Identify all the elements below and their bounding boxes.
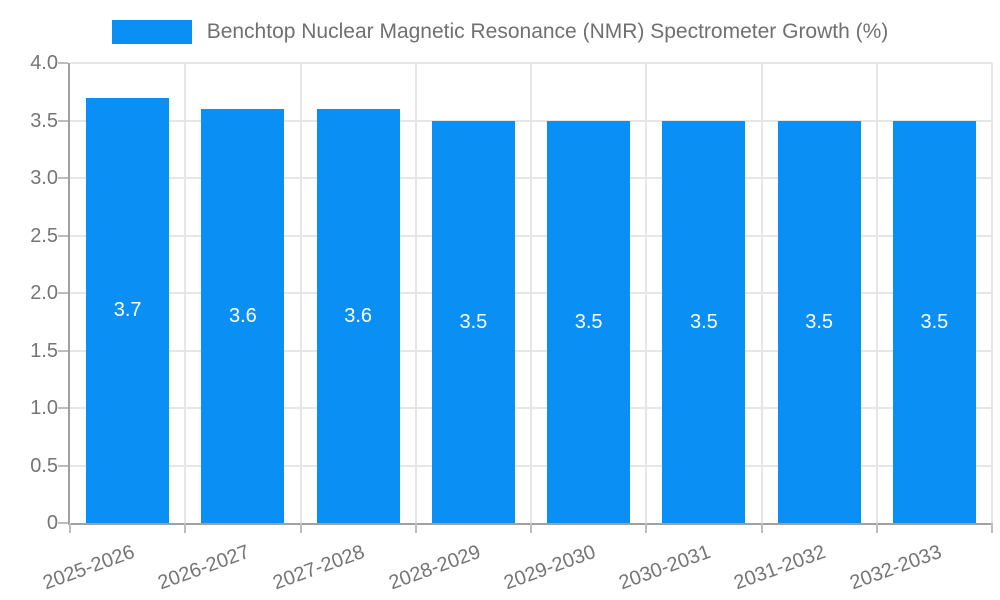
gridline-v bbox=[184, 63, 187, 523]
x-tick bbox=[645, 523, 648, 533]
x-tick bbox=[991, 523, 993, 533]
legend-label: Benchtop Nuclear Magnetic Resonance (NMR… bbox=[206, 20, 889, 43]
bar-value-label: 3.5 bbox=[689, 310, 718, 333]
y-tick-label: 0 bbox=[46, 512, 58, 534]
y-tick-label: 3.0 bbox=[30, 167, 58, 189]
bar[interactable] bbox=[86, 97, 170, 523]
bar[interactable] bbox=[431, 120, 515, 523]
y-tick-label: 1.5 bbox=[30, 339, 58, 362]
bar[interactable] bbox=[547, 120, 631, 523]
x-tick bbox=[299, 523, 302, 533]
bar[interactable] bbox=[662, 120, 746, 523]
x-tick bbox=[414, 523, 417, 533]
bar[interactable] bbox=[201, 109, 285, 523]
y-tick-label: 0.5 bbox=[30, 454, 58, 477]
x-tick-label: 2028-2029 bbox=[385, 540, 484, 595]
y-tick-label: 2.0 bbox=[30, 282, 58, 304]
gridline-v bbox=[760, 63, 763, 523]
gridline-v bbox=[530, 63, 532, 523]
x-tick-label: 2027-2028 bbox=[270, 540, 368, 595]
bar-value-label: 3.5 bbox=[805, 310, 834, 333]
gridline-v bbox=[875, 63, 878, 523]
y-axis-line bbox=[68, 63, 70, 523]
x-tick-label: 2025-2026 bbox=[40, 540, 138, 595]
plot-area: 3.7 3.6 3.6 3.5 3.5 3.5 3.5 3.5 bbox=[58, 62, 993, 533]
y-tick bbox=[58, 62, 68, 64]
bar-value-label: 3.6 bbox=[344, 305, 373, 327]
y-tick bbox=[58, 407, 68, 409]
y-tick bbox=[58, 464, 68, 467]
x-tick bbox=[760, 523, 763, 533]
y-tick bbox=[58, 349, 68, 352]
x-tick-label: 2026-2027 bbox=[155, 540, 253, 595]
legend-swatch bbox=[111, 20, 192, 44]
x-tick-label: 2030-2031 bbox=[616, 540, 714, 595]
y-tick-label: 3.5 bbox=[30, 109, 58, 132]
y-tick bbox=[58, 177, 68, 179]
y-tick-label: 2.5 bbox=[30, 224, 58, 247]
bar-value-label: 3.5 bbox=[459, 310, 488, 333]
x-tick-label: 2032-2033 bbox=[846, 540, 945, 595]
x-tick-label: 2029-2030 bbox=[501, 540, 599, 595]
bar-value-label: 3.5 bbox=[920, 310, 949, 333]
legend: Benchtop Nuclear Magnetic Resonance (NMR… bbox=[0, 14, 1000, 50]
y-tick bbox=[58, 522, 68, 524]
bar[interactable] bbox=[892, 120, 976, 523]
y-tick bbox=[58, 292, 68, 294]
bar[interactable] bbox=[316, 109, 400, 523]
bar-value-label: 3.7 bbox=[113, 299, 142, 322]
gridline-v bbox=[299, 63, 302, 523]
x-tick bbox=[875, 523, 878, 533]
bar[interactable] bbox=[777, 120, 861, 523]
x-tick bbox=[69, 523, 71, 533]
y-tick-label: 1.0 bbox=[30, 397, 58, 419]
gridline-v bbox=[991, 63, 993, 523]
gridline-v bbox=[414, 63, 417, 523]
y-tick bbox=[58, 234, 68, 237]
bar-value-label: 3.6 bbox=[228, 305, 257, 327]
x-tick bbox=[184, 523, 187, 533]
y-tick bbox=[58, 119, 68, 122]
gridline-v bbox=[645, 63, 648, 523]
bar-value-label: 3.5 bbox=[574, 310, 603, 333]
x-tick bbox=[530, 523, 532, 533]
y-tick-label: 4.0 bbox=[30, 52, 58, 74]
x-tick-label: 2031-2032 bbox=[731, 540, 829, 595]
